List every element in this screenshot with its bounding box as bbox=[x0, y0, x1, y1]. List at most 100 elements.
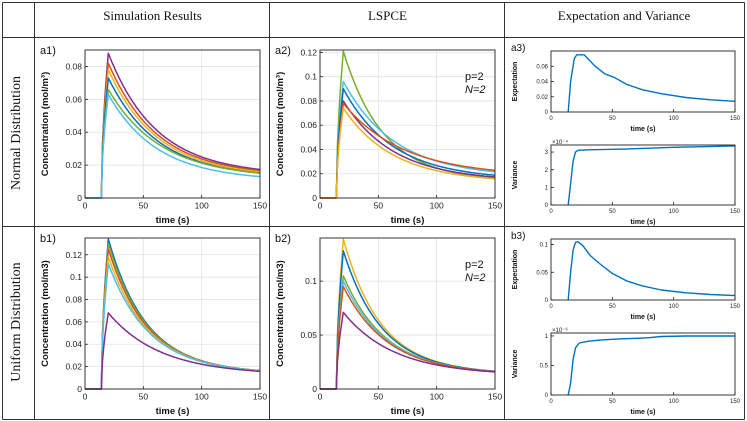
x-tick-label-3: 150 bbox=[488, 392, 502, 402]
x-tick-label-2: 100 bbox=[669, 209, 680, 215]
col-header-simulation: Simulation Results bbox=[103, 8, 202, 23]
x-tick-label-2: 100 bbox=[669, 116, 680, 122]
y-axis-label: Concentration (mol/m³) bbox=[275, 72, 286, 177]
x-axis-label: time (s) bbox=[156, 215, 190, 226]
y-tick-label-2: 0.04 bbox=[65, 127, 82, 137]
series-line-s2 bbox=[320, 80, 496, 199]
y-tick-label-1: 1 bbox=[545, 185, 549, 191]
y-tick-label-0: 0 bbox=[312, 384, 317, 394]
axes-box bbox=[84, 237, 261, 390]
x-axis-label: time (s) bbox=[391, 215, 425, 226]
axes-box bbox=[319, 237, 496, 390]
chart-a1-simulation-normal: 0 50 100 150 0 0.02 0.04 0.06 0.08 time (s) Concen… bbox=[40, 45, 267, 226]
y-tick-label-0: 0 bbox=[77, 384, 82, 394]
chart-b2-lspce-uniform: 0 50 100 150 0 0.05 0.1 time (s) Concentration (… bbox=[275, 233, 502, 417]
panel-label: a1) bbox=[40, 45, 56, 57]
y-tick-label-3: 3 bbox=[545, 150, 549, 156]
series-line-expectation bbox=[567, 241, 736, 301]
y-tick-label-0: 0 bbox=[545, 393, 549, 399]
y-tick-label-4: 0.08 bbox=[300, 96, 317, 106]
x-tick-label-0: 0 bbox=[549, 116, 553, 122]
x-tick-label-0: 0 bbox=[549, 399, 553, 405]
y-tick-label-3: 0.06 bbox=[536, 64, 548, 70]
x-tick-label-1: 50 bbox=[609, 116, 616, 122]
x-tick-label-0: 0 bbox=[549, 304, 553, 310]
y-axis-label: Expectation bbox=[512, 62, 519, 102]
x-tick-label-2: 100 bbox=[195, 201, 209, 211]
col-header-lspce: LSPCE bbox=[367, 8, 407, 23]
series-line-s5 bbox=[320, 102, 496, 199]
annotation-1: N=2 bbox=[465, 84, 486, 96]
chart-b3-variance-uniform: 0 50 100 150 0 0.5 1 time (s) Variance ×10⁻⁶ bbox=[512, 327, 741, 416]
x-tick-label-2: 100 bbox=[195, 392, 209, 402]
y-tick-label-1: 0.02 bbox=[65, 160, 82, 170]
x-tick-label-0: 0 bbox=[83, 201, 88, 211]
x-tick-label-1: 50 bbox=[374, 201, 384, 211]
y-axis-label: Concentration (mol/m3) bbox=[40, 260, 51, 367]
x-tick-label-3: 150 bbox=[730, 399, 741, 405]
y-tick-label-1: 0.02 bbox=[300, 169, 317, 179]
chart-a2-lspce-normal: 0 50 100 150 0 0.02 0.04 0.06 0.08 0.1 0.12 time (s… bbox=[275, 45, 502, 226]
series-line-s5 bbox=[85, 262, 261, 390]
series-line-s4 bbox=[85, 77, 261, 199]
x-tick-label-2: 100 bbox=[669, 304, 680, 310]
x-tick-label-2: 100 bbox=[430, 392, 444, 402]
x-tick-label-1: 50 bbox=[609, 209, 616, 215]
y-tick-label-1: 0.05 bbox=[300, 330, 317, 340]
x-tick-label-0: 0 bbox=[318, 392, 323, 402]
col-header-expectation-variance: Expectation and Variance bbox=[557, 8, 691, 23]
x-tick-label-3: 150 bbox=[488, 201, 502, 211]
x-tick-label-1: 50 bbox=[374, 392, 384, 402]
y-tick-label-0: 0 bbox=[545, 110, 549, 116]
series-line-s3 bbox=[320, 88, 496, 199]
x-tick-label-0: 0 bbox=[83, 392, 88, 402]
y-tick-label-1: 0.02 bbox=[536, 95, 548, 101]
series-line-s1 bbox=[85, 52, 261, 199]
panel-label: b3) bbox=[511, 231, 525, 242]
x-tick-label-3: 150 bbox=[730, 116, 741, 122]
x-tick-label-1: 50 bbox=[139, 392, 149, 402]
x-axis-label: time (s) bbox=[631, 126, 656, 133]
series-line-s3 bbox=[85, 68, 261, 199]
axes-box bbox=[550, 50, 736, 113]
y-tick-label-0: 0 bbox=[545, 298, 549, 304]
x-tick-label-3: 150 bbox=[253, 201, 267, 211]
x-tick-label-3: 150 bbox=[730, 304, 741, 310]
y-tick-label-5: 0.1 bbox=[70, 272, 82, 282]
annotation-1: N=2 bbox=[465, 272, 486, 284]
row-label-normal: Normal Distribution bbox=[9, 76, 24, 190]
series-line-s6 bbox=[320, 107, 496, 199]
axes-box bbox=[550, 238, 736, 301]
series-line-s5 bbox=[320, 285, 496, 390]
chart-a3-expectation-normal: 0 50 100 150 0 0.02 0.04 0.06 time (s) Expectatio… bbox=[511, 43, 741, 133]
y-tick-label-4: 0.08 bbox=[65, 61, 82, 71]
x-tick-label-0: 0 bbox=[318, 201, 323, 211]
y-tick-label-0: 0 bbox=[77, 193, 82, 203]
x-tick-label-1: 50 bbox=[609, 304, 616, 310]
axes-box bbox=[550, 332, 736, 396]
x-axis-label: time (s) bbox=[631, 219, 656, 226]
y-tick-label-1: 0.02 bbox=[65, 362, 82, 372]
chart-a3-variance-normal: 0 50 100 150 0 1 2 3 time (s) Variance ×10⁻⁴ bbox=[512, 139, 741, 226]
chart-b3-expectation-uniform: 0 50 100 150 0 0.05 0.1 time (s) Expectation b3) bbox=[511, 231, 741, 321]
series-line-variance bbox=[567, 145, 736, 206]
y-tick-label-2: 0.04 bbox=[300, 144, 317, 154]
series-line-variance bbox=[567, 335, 735, 396]
y-tick-label-5: 0.1 bbox=[305, 72, 317, 82]
y-tick-label-2: 2 bbox=[545, 168, 549, 174]
exponent-label: ×10⁻⁴ bbox=[552, 139, 568, 146]
y-tick-label-2: 0.1 bbox=[305, 276, 317, 286]
y-tick-label-1: 0.05 bbox=[536, 270, 548, 276]
y-tick-label-6: 0.12 bbox=[300, 47, 317, 57]
annotation-0: p=2 bbox=[465, 71, 484, 83]
axes-box bbox=[84, 49, 261, 199]
y-axis-label: Concentration (mol/m³) bbox=[40, 72, 51, 177]
x-axis-label: time (s) bbox=[156, 406, 190, 417]
x-axis-label: time (s) bbox=[391, 406, 425, 417]
y-tick-label-6: 0.12 bbox=[65, 250, 82, 260]
x-axis-label: time (s) bbox=[631, 409, 656, 416]
y-axis-label: Variance bbox=[512, 349, 519, 378]
panel-label: b2) bbox=[275, 233, 291, 245]
series-line-s2 bbox=[85, 62, 261, 199]
